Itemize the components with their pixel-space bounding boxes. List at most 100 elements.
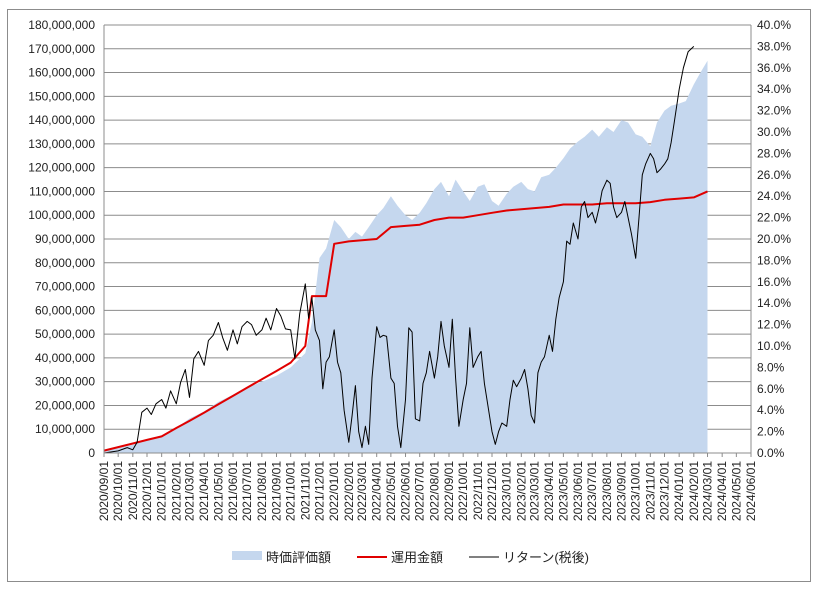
x-tick-label: 2021/06/01 — [226, 461, 240, 521]
x-tick-label: 2023/11/01 — [643, 461, 657, 520]
x-tick-label: 2021/04/01 — [197, 461, 211, 521]
x-tick-label: 2023/01/01 — [500, 461, 514, 521]
x-tick-label: 2023/03/01 — [528, 461, 542, 521]
right-tick-label: 12.0% — [757, 318, 791, 332]
left-axis-ticks: 0 10,000,000 20,000,000 30,000,000 40,000,00… — [28, 18, 95, 460]
right-tick-label: 2.0% — [757, 425, 785, 439]
x-tick-label: 2022/06/01 — [399, 461, 413, 521]
left-tick-label: 20,000,000 — [35, 398, 95, 412]
x-tick-label: 2024/02/01 — [687, 461, 701, 521]
left-tick-label: 10,000,000 — [35, 422, 95, 436]
series-line-1 — [103, 190, 708, 452]
right-tick-label: 38.0% — [757, 39, 791, 53]
legend: 時価評価額 運用金額 リターン(税後) — [232, 550, 589, 565]
left-tick-label: 60,000,000 — [35, 303, 95, 317]
x-tick-label: 2022/08/01 — [427, 461, 441, 521]
right-tick-label: 18.0% — [757, 253, 791, 267]
x-tick-label: 2023/06/01 — [571, 461, 585, 521]
x-tick-label: 2021/07/01 — [240, 461, 254, 521]
legend-label: 運用金額 — [391, 550, 443, 565]
x-tick-label: 2022/01/01 — [327, 461, 341, 521]
series-area-0 — [104, 60, 708, 453]
right-tick-label: 26.0% — [757, 168, 791, 182]
x-tick-label: 2023/02/01 — [514, 461, 528, 521]
x-tick-label: 2021/02/01 — [169, 461, 183, 521]
x-tick-label: 2024/04/01 — [715, 461, 729, 521]
left-tick-label: 30,000,000 — [35, 375, 95, 389]
x-tick-label: 2022/11/01 — [471, 461, 485, 520]
x-tick-label: 2020/12/01 — [140, 461, 154, 521]
left-tick-label: 80,000,000 — [35, 256, 95, 270]
right-tick-label: 4.0% — [757, 403, 785, 417]
x-tick-label: 2023/09/01 — [615, 461, 629, 521]
x-tick-label: 2024/05/01 — [729, 461, 743, 521]
x-tick-label: 2023/07/01 — [585, 461, 599, 521]
legend-swatch-area — [232, 551, 262, 560]
x-axis-ticks: 2020/09/01 2020/10/01 2020/11/01 2020/12/01… — [97, 453, 758, 521]
x-tick-label: 2022/04/01 — [370, 461, 384, 521]
x-tick-label: 2023/10/01 — [629, 461, 643, 521]
right-tick-label: 32.0% — [757, 104, 791, 118]
left-tick-label: 130,000,000 — [28, 137, 95, 151]
x-tick-label: 2023/04/01 — [542, 461, 556, 521]
right-tick-label: 0.0% — [757, 446, 785, 460]
x-tick-label: 2020/09/01 — [97, 461, 111, 521]
right-tick-label: 6.0% — [757, 382, 785, 396]
x-tick-label: 2021/12/01 — [313, 461, 327, 521]
area-layer — [104, 60, 708, 453]
x-tick-label: 2021/09/01 — [270, 461, 284, 521]
right-tick-label: 28.0% — [757, 146, 791, 160]
right-tick-label: 30.0% — [757, 125, 791, 139]
x-tick-label: 2022/02/01 — [342, 461, 356, 521]
left-tick-label: 70,000,000 — [35, 280, 95, 294]
x-tick-label: 2022/07/01 — [413, 461, 427, 521]
x-tick-label: 2021/10/01 — [284, 461, 298, 521]
left-tick-label: 50,000,000 — [35, 327, 95, 341]
right-tick-label: 34.0% — [757, 82, 791, 96]
left-tick-label: 170,000,000 — [28, 42, 95, 56]
x-tick-label: 2022/05/01 — [384, 461, 398, 521]
right-tick-label: 14.0% — [757, 296, 791, 310]
x-tick-label: 2023/08/01 — [600, 461, 614, 521]
x-tick-label: 2024/03/01 — [701, 461, 715, 521]
left-tick-label: 120,000,000 — [28, 161, 95, 175]
x-tick-label: 2022/03/01 — [355, 461, 369, 521]
x-tick-label: 2024/01/01 — [672, 461, 686, 521]
x-tick-label: 2021/08/01 — [255, 461, 269, 521]
x-tick-label: 2023/05/01 — [556, 461, 570, 521]
x-tick-label: 2021/05/01 — [211, 461, 225, 521]
right-tick-label: 22.0% — [757, 211, 791, 225]
x-tick-label: 2022/09/01 — [442, 461, 456, 521]
x-tick-label: 2023/12/01 — [658, 461, 672, 521]
left-tick-label: 150,000,000 — [28, 89, 95, 103]
x-tick-label: 2024/06/01 — [744, 461, 758, 521]
x-tick-label: 2021/03/01 — [183, 461, 197, 521]
x-tick-label: 2021/11/01 — [298, 461, 312, 520]
left-tick-label: 160,000,000 — [28, 66, 95, 80]
right-tick-label: 16.0% — [757, 275, 791, 289]
right-tick-label: 24.0% — [757, 189, 791, 203]
right-axis-ticks: 0.0% 2.0% 4.0% 6.0% 8.0% 10.0% 12.0% 14.0% 16.0%… — [757, 18, 791, 460]
x-tick-label: 2021/01/01 — [155, 461, 169, 521]
left-tick-label: 100,000,000 — [28, 208, 95, 222]
left-tick-label: 110,000,000 — [29, 184, 95, 198]
legend-label: リターン(税後) — [503, 550, 589, 565]
right-tick-label: 36.0% — [757, 61, 791, 75]
legend-label: 時価評価額 — [266, 550, 331, 565]
left-tick-label: 40,000,000 — [35, 351, 95, 365]
right-tick-label: 10.0% — [757, 339, 791, 353]
left-tick-label: 140,000,000 — [28, 113, 95, 127]
right-tick-label: 20.0% — [757, 232, 791, 246]
left-tick-label: 180,000,000 — [28, 18, 95, 32]
line-layer — [103, 46, 708, 454]
right-tick-label: 8.0% — [757, 360, 785, 374]
series-line-2 — [103, 46, 695, 454]
x-tick-label: 2020/11/01 — [126, 461, 140, 520]
right-tick-label: 40.0% — [757, 18, 791, 32]
x-tick-label: 2022/12/01 — [485, 461, 499, 521]
left-tick-label: 90,000,000 — [35, 232, 95, 246]
x-tick-label: 2020/10/01 — [111, 461, 125, 521]
left-tick-label: 0 — [88, 446, 95, 460]
x-tick-label: 2022/10/01 — [456, 461, 470, 521]
